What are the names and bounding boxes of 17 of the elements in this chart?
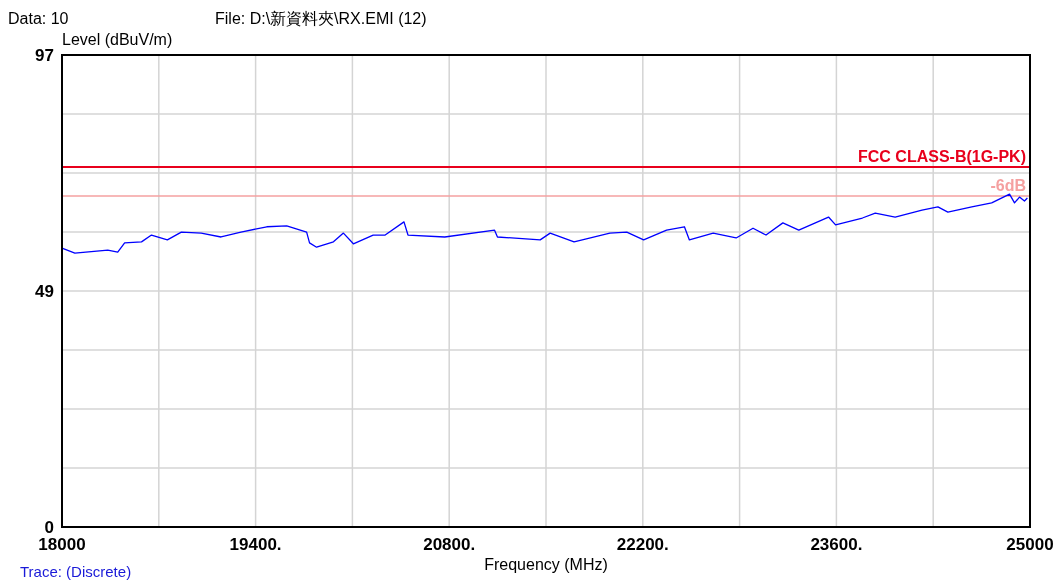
text: Trace: (Discrete) [20, 563, 132, 580]
x-axis-title: Frequency (MHz) [484, 556, 608, 573]
y-tick-label: 97 [35, 45, 54, 65]
x-tick-label: 23600. [810, 535, 863, 554]
y-axis-title: Level (dBuV/m) [62, 31, 173, 48]
ref-line-label: FCC CLASS-B(1G-PK) [858, 147, 1026, 165]
x-tick-label: 20800. [423, 535, 476, 554]
x-tick-label: 19400. [229, 535, 282, 554]
y-tick-label: 0 [44, 517, 54, 537]
x-tick-label: 18000 [38, 535, 86, 554]
line-series [61, 193, 1029, 254]
ref-line-label: -6dB [990, 177, 1026, 195]
x-tick-label: 25000 [1006, 535, 1054, 554]
text: Data: 10 [8, 10, 69, 27]
x-tick-label: 22200. [616, 535, 669, 554]
text: File: D:\新資料夾\RX.EMI (12) [215, 10, 427, 27]
y-tick-label: 49 [35, 281, 54, 301]
